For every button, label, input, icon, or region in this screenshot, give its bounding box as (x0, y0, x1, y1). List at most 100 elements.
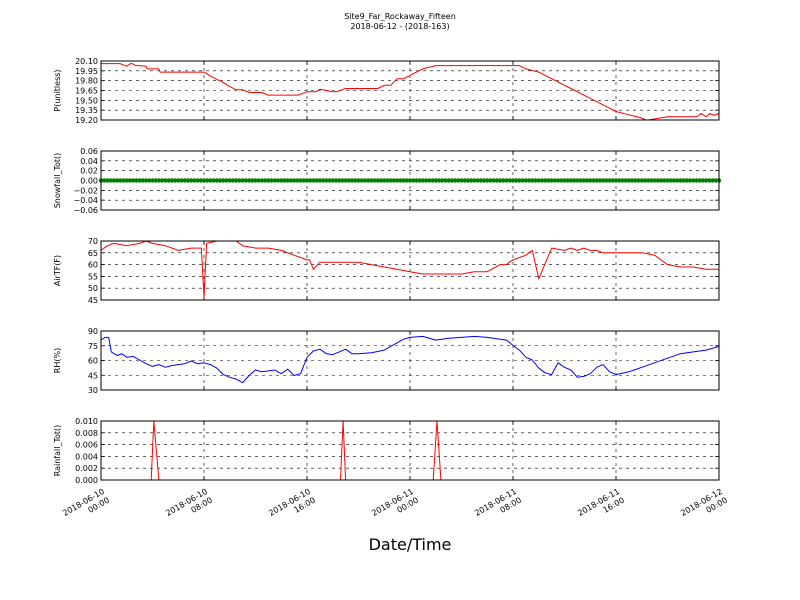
snowfall-point (507, 178, 512, 183)
y-tick-label: 19.95 (75, 67, 98, 76)
snowfall-point (356, 178, 361, 183)
snowfall-point (163, 178, 168, 183)
snowfall-point (610, 178, 615, 183)
snowfall-point (282, 178, 287, 183)
snowfall-point (559, 178, 564, 183)
snowfall-point (456, 178, 461, 183)
snowfall-point (613, 178, 619, 183)
snowfall-point (266, 178, 271, 183)
snowfall-point (433, 178, 438, 183)
snowfall-point (382, 178, 387, 183)
snowfall-point (262, 178, 268, 183)
snowfall-point (224, 178, 229, 183)
y-axis-label: P(unitless) (53, 69, 62, 111)
snowfall-point (472, 178, 477, 183)
snowfall-point (700, 178, 706, 183)
snowfall-point (272, 178, 278, 183)
snowfall-point (707, 178, 712, 183)
snowfall-point (256, 178, 261, 183)
snowfall-point (485, 178, 490, 183)
snowfall-point (114, 178, 120, 183)
snowfall-point (607, 178, 612, 183)
snowfall-point (668, 178, 673, 183)
snowfall-point (488, 178, 493, 183)
snowfall-point (665, 178, 670, 183)
snowfall-point (291, 178, 297, 183)
snowfall-point (636, 178, 641, 183)
snowfall-point (118, 178, 123, 183)
snowfall-point (681, 178, 686, 183)
y-tick-label: 30 (88, 386, 98, 395)
snowfall-point (443, 178, 448, 183)
snowfall-point (523, 178, 529, 183)
y-tick-label: 60 (88, 261, 98, 270)
snowfall-point (446, 178, 451, 183)
snowfall-point (185, 178, 191, 183)
snowfall-point (526, 178, 532, 183)
pressure-line (101, 63, 720, 121)
snowfall-point (649, 178, 654, 183)
snowfall-point (269, 178, 274, 183)
snowfall-point (311, 178, 316, 183)
y-tick-label: 19.35 (75, 106, 98, 115)
snowfall-point (662, 178, 667, 183)
plot-frame (100, 150, 720, 211)
snowfall-point (285, 178, 290, 183)
chart-subtitle: 2018-06-12 - (2018-163) (350, 22, 449, 31)
snowfall-point (497, 178, 503, 183)
snowfall-point (314, 178, 319, 183)
snowfall-point (288, 178, 294, 183)
snowfall-point (710, 178, 715, 183)
snowfall-point (414, 178, 419, 183)
snowfall-point (591, 178, 596, 183)
snowfall-point (517, 178, 522, 183)
snowfall-point (304, 178, 310, 183)
snowfall-point (317, 178, 323, 183)
y-tick-label: 20.10 (75, 57, 98, 66)
snowfall-point (623, 178, 628, 183)
snowfall-point (594, 178, 599, 183)
y-tick-label: 0.06 (80, 147, 98, 156)
snowfall-point (298, 178, 303, 183)
snowfall-point (571, 178, 577, 183)
snowfall-point (359, 178, 364, 183)
snowfall-point (626, 178, 632, 183)
snowfall-point (121, 178, 126, 183)
y-tick-label: 70 (88, 237, 98, 246)
plot-frame (100, 420, 720, 481)
snowfall-point (140, 178, 146, 183)
snowfall-point (504, 178, 509, 183)
snowfall-point (176, 178, 181, 183)
snowfall-point (398, 178, 403, 183)
y-tick-label: 90 (88, 327, 98, 336)
snowfall-point (205, 178, 210, 183)
y-tick-label: 75 (88, 342, 98, 351)
snowfall-point (520, 178, 525, 183)
snowfall-point (301, 178, 306, 183)
snowfall-point (617, 178, 622, 183)
snowfall-point (108, 178, 113, 183)
snowfall-point (111, 178, 117, 183)
snowfall-point (253, 178, 258, 183)
y-tick-label: 45 (88, 371, 98, 380)
snowfall-point (127, 178, 133, 183)
snowfall-point (169, 178, 175, 183)
snowfall-point (439, 178, 445, 183)
snowfall-point (333, 178, 339, 183)
y-tick-label: 19.20 (75, 116, 98, 125)
snowfall-point (365, 178, 371, 183)
snowfall-point (182, 178, 187, 183)
snowfall-point (629, 178, 635, 183)
snowfall-point (279, 178, 284, 183)
snowfall-point (243, 178, 249, 183)
snowfall-point (375, 178, 381, 183)
snowfall-point (237, 178, 242, 183)
snowfall-point (214, 178, 220, 183)
snowfall-point (481, 178, 487, 183)
y-tick-label: −0.04 (73, 196, 98, 205)
snowfall-point (674, 178, 680, 183)
snowfall-point (246, 178, 252, 183)
